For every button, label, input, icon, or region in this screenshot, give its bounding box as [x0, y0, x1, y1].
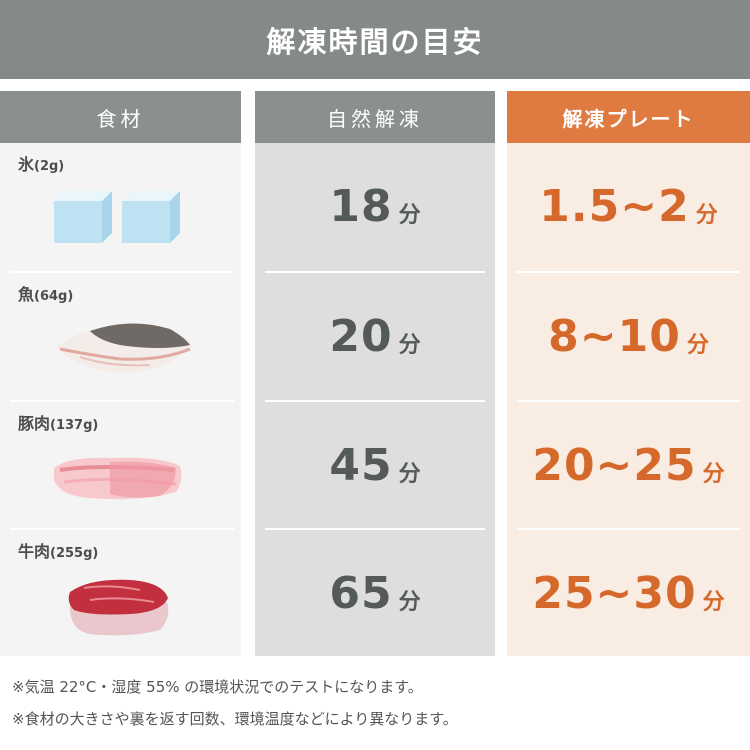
natural-time-pork: 45 分	[255, 402, 495, 528]
fish-fillet-icon	[56, 323, 192, 373]
food-row-beef: 牛肉(255g)	[0, 530, 241, 656]
time-value: 20	[329, 310, 393, 362]
natural-time-fish: 20 分	[255, 273, 495, 399]
row-divider	[10, 400, 234, 402]
time-value: 1.5~2	[539, 180, 690, 232]
row-divider	[517, 400, 740, 402]
row-divider	[265, 528, 485, 530]
food-quantity: (255g)	[50, 546, 99, 561]
food-label: 魚(64g)	[18, 281, 73, 305]
time-unit: 分	[695, 203, 718, 228]
plate-time-pork: 20~25 分	[507, 402, 750, 528]
page-title: 解凍時間の目安	[0, 0, 750, 79]
time-unit: 分	[398, 590, 421, 615]
row-divider	[517, 528, 740, 530]
row-divider	[10, 271, 234, 273]
food-column-header: 食材	[0, 91, 241, 143]
food-label: 氷(2g)	[18, 151, 64, 175]
time-unit: 分	[398, 333, 421, 358]
time-unit: 分	[686, 333, 709, 358]
row-divider	[265, 400, 485, 402]
food-name: 魚	[18, 285, 35, 304]
food-row-fish: 魚(64g)	[0, 273, 241, 399]
food-quantity: (64g)	[34, 289, 74, 304]
plate-time-fish: 8~10 分	[507, 273, 750, 399]
ice-cubes-icon	[54, 191, 180, 243]
food-quantity: (137g)	[50, 418, 99, 433]
footnote: ※食材の大きさや裏を返す回数、環境温度などにより異なります。	[12, 710, 458, 728]
food-label: 牛肉(255g)	[18, 538, 98, 562]
food-label: 豚肉(137g)	[18, 410, 98, 434]
plate-time-ice: 1.5~2 分	[507, 143, 750, 269]
food-column: 食材 氷(2g) 魚(64g) 豚肉(137g)	[0, 91, 241, 656]
pork-slice-icon	[54, 457, 182, 500]
time-value: 45	[329, 439, 393, 491]
time-unit: 分	[702, 590, 725, 615]
food-row-ice: 氷(2g)	[0, 143, 241, 269]
natural-thaw-column: 自然解凍 18 分 20 分 45 分 65 分	[255, 91, 495, 656]
food-name: 氷	[18, 155, 35, 174]
row-divider	[265, 271, 485, 273]
food-row-pork: 豚肉(137g)	[0, 402, 241, 528]
beef-steak-icon	[68, 579, 169, 636]
food-quantity: (2g)	[34, 159, 65, 174]
thaw-plate-header: 解凍プレート	[507, 91, 750, 143]
natural-time-beef: 65 分	[255, 530, 495, 656]
thaw-plate-column: 解凍プレート 1.5~2 分 8~10 分 20~25 分 25~30 分	[507, 91, 750, 656]
row-divider	[10, 528, 234, 530]
time-value: 18	[329, 180, 393, 232]
time-value: 8~10	[548, 310, 681, 362]
row-divider	[517, 271, 740, 273]
food-name: 牛肉	[18, 542, 51, 561]
time-unit: 分	[398, 203, 421, 228]
plate-time-beef: 25~30 分	[507, 530, 750, 656]
time-unit: 分	[398, 462, 421, 487]
natural-thaw-header: 自然解凍	[255, 91, 495, 143]
food-name: 豚肉	[18, 414, 51, 433]
time-value: 20~25	[532, 439, 697, 491]
footnote: ※気温 22°C・湿度 55% の環境状況でのテストになります。	[12, 678, 423, 696]
time-value: 65	[329, 567, 393, 619]
natural-time-ice: 18 分	[255, 143, 495, 269]
time-unit: 分	[702, 462, 725, 487]
time-value: 25~30	[532, 567, 697, 619]
